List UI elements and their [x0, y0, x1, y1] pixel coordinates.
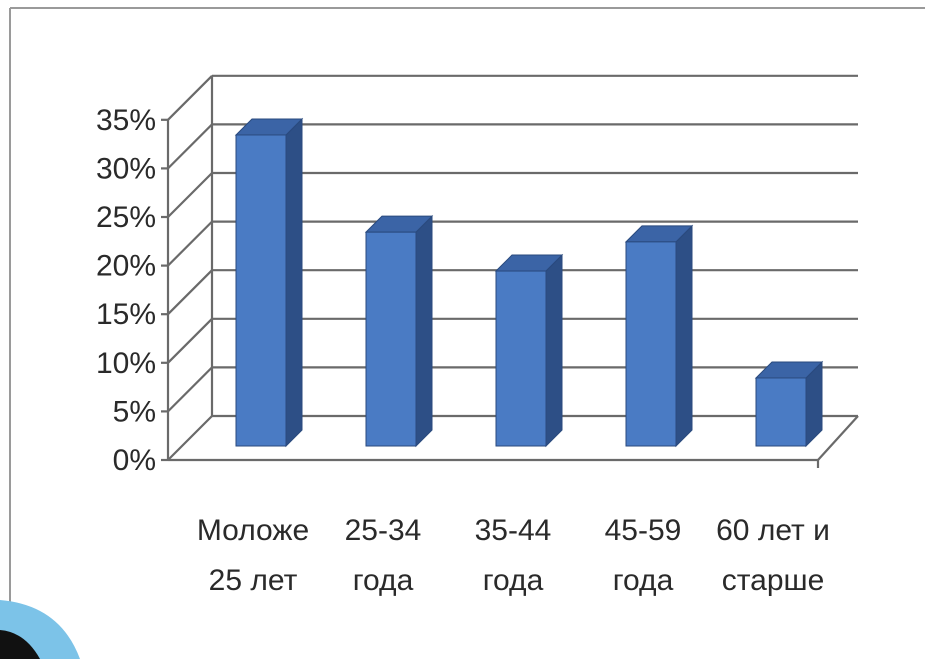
bar-front [755, 377, 807, 447]
y-tick-label: 10% [96, 347, 156, 380]
x-tick-label: 60 лет и старше [716, 514, 830, 597]
y-tick-label: 20% [96, 250, 156, 283]
y-tick-label: 30% [96, 152, 156, 185]
side-wall-line [167, 269, 213, 315]
y-tick-label: 35% [96, 104, 156, 137]
bar [624, 224, 694, 448]
bar-front [235, 134, 287, 447]
bar-side [285, 117, 303, 448]
y-tick-label: 25% [96, 201, 156, 234]
bar [364, 214, 434, 448]
x-tick-label: 35-44 года [475, 514, 552, 597]
bar-front [495, 270, 547, 447]
bar-side [675, 224, 693, 448]
x-tick-label: 25-34 года [345, 514, 422, 597]
x-tick-label: Моложе 25 лет [197, 514, 309, 597]
x-tick-label: 45-59 года [605, 514, 682, 597]
bar-side [545, 253, 563, 448]
y-tick-label: 15% [96, 298, 156, 331]
y-axis-ticks: 0% 5% 10% 15% 20% 25% 30% 35% [96, 104, 156, 477]
side-wall-line [167, 172, 213, 218]
bar [234, 117, 304, 448]
bars [234, 117, 824, 448]
corner-decoration [0, 600, 80, 659]
bar [754, 360, 824, 448]
y-tick-label: 0% [113, 444, 156, 477]
bar-side [415, 214, 433, 448]
bar-front [625, 241, 677, 447]
floor-right-edge [817, 415, 859, 461]
side-wall-line [167, 366, 213, 413]
side-wall-line [167, 415, 213, 461]
side-wall-line [167, 75, 213, 121]
y-tick-label: 5% [113, 395, 156, 428]
side-wall-line [167, 123, 213, 170]
side-wall-line [167, 220, 213, 267]
bar-front [365, 231, 417, 447]
side-wall-line [167, 318, 213, 364]
bar [494, 253, 564, 448]
x-axis-labels: Моложе 25 лет 25-34 года 35-44 года 45-59 года 6… [197, 514, 830, 597]
